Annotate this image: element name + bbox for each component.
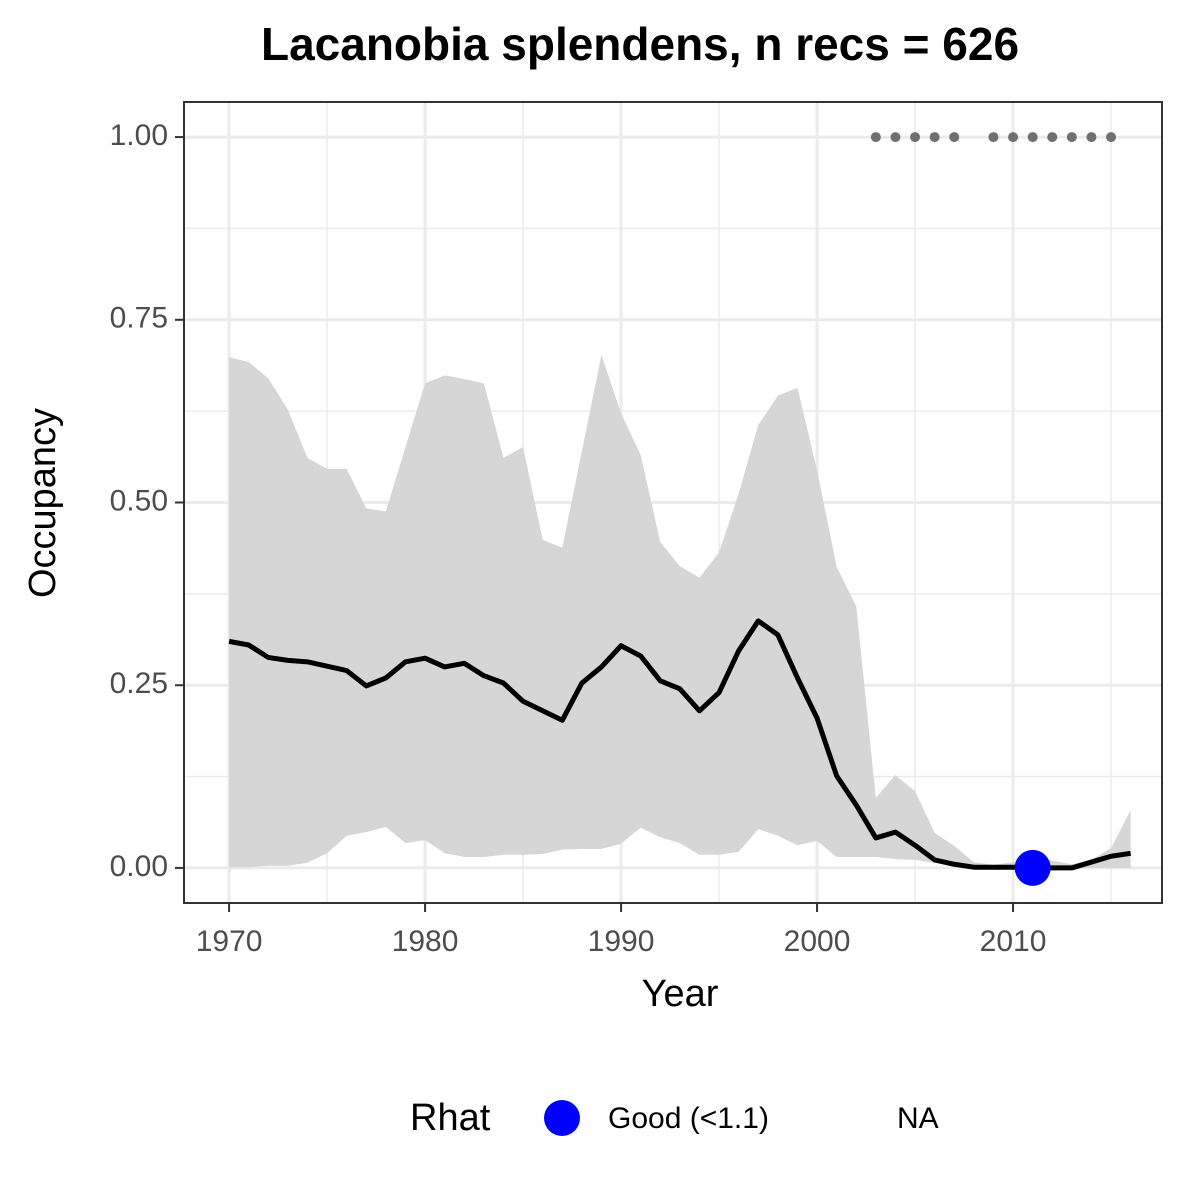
y-tick-label: 0.25 bbox=[110, 667, 168, 700]
record-point bbox=[890, 132, 901, 143]
y-tick-label: 0.75 bbox=[110, 302, 168, 335]
record-point bbox=[1027, 132, 1038, 143]
chart-title: Lacanobia splendens, n recs = 626 bbox=[261, 18, 1019, 70]
y-tick-label: 0.00 bbox=[110, 850, 168, 883]
legend-title: Rhat bbox=[410, 1097, 491, 1139]
record-point bbox=[1106, 132, 1117, 143]
record-point bbox=[929, 132, 940, 143]
y-tick-label: 0.50 bbox=[110, 484, 168, 517]
x-tick-label: 2010 bbox=[980, 925, 1047, 958]
legend-label: NA bbox=[897, 1102, 939, 1135]
occupancy-line bbox=[228, 618, 1132, 871]
record-point bbox=[1066, 132, 1077, 143]
legend: Rhat Good (<1.1) NA bbox=[410, 1097, 939, 1139]
x-tick-label: 2000 bbox=[784, 925, 851, 958]
rhat-point bbox=[1014, 849, 1051, 886]
record-point bbox=[1047, 132, 1058, 143]
y-tick-label: 1.00 bbox=[110, 119, 168, 152]
x-tick-label: 1990 bbox=[588, 925, 655, 958]
confidence-band bbox=[229, 354, 1131, 868]
record-point bbox=[988, 132, 999, 143]
legend-swatch bbox=[544, 1100, 580, 1136]
y-axis-title: Occupancy bbox=[22, 408, 64, 598]
record-point bbox=[1086, 132, 1097, 143]
legend-label: Good (<1.1) bbox=[608, 1102, 769, 1135]
record-point bbox=[1008, 132, 1019, 143]
x-tick-label: 1980 bbox=[392, 925, 459, 958]
record-point bbox=[910, 132, 921, 143]
x-axis-title: Year bbox=[642, 973, 719, 1015]
x-tick-label: 1970 bbox=[196, 925, 263, 958]
record-point bbox=[870, 132, 881, 143]
record-point bbox=[949, 132, 960, 143]
